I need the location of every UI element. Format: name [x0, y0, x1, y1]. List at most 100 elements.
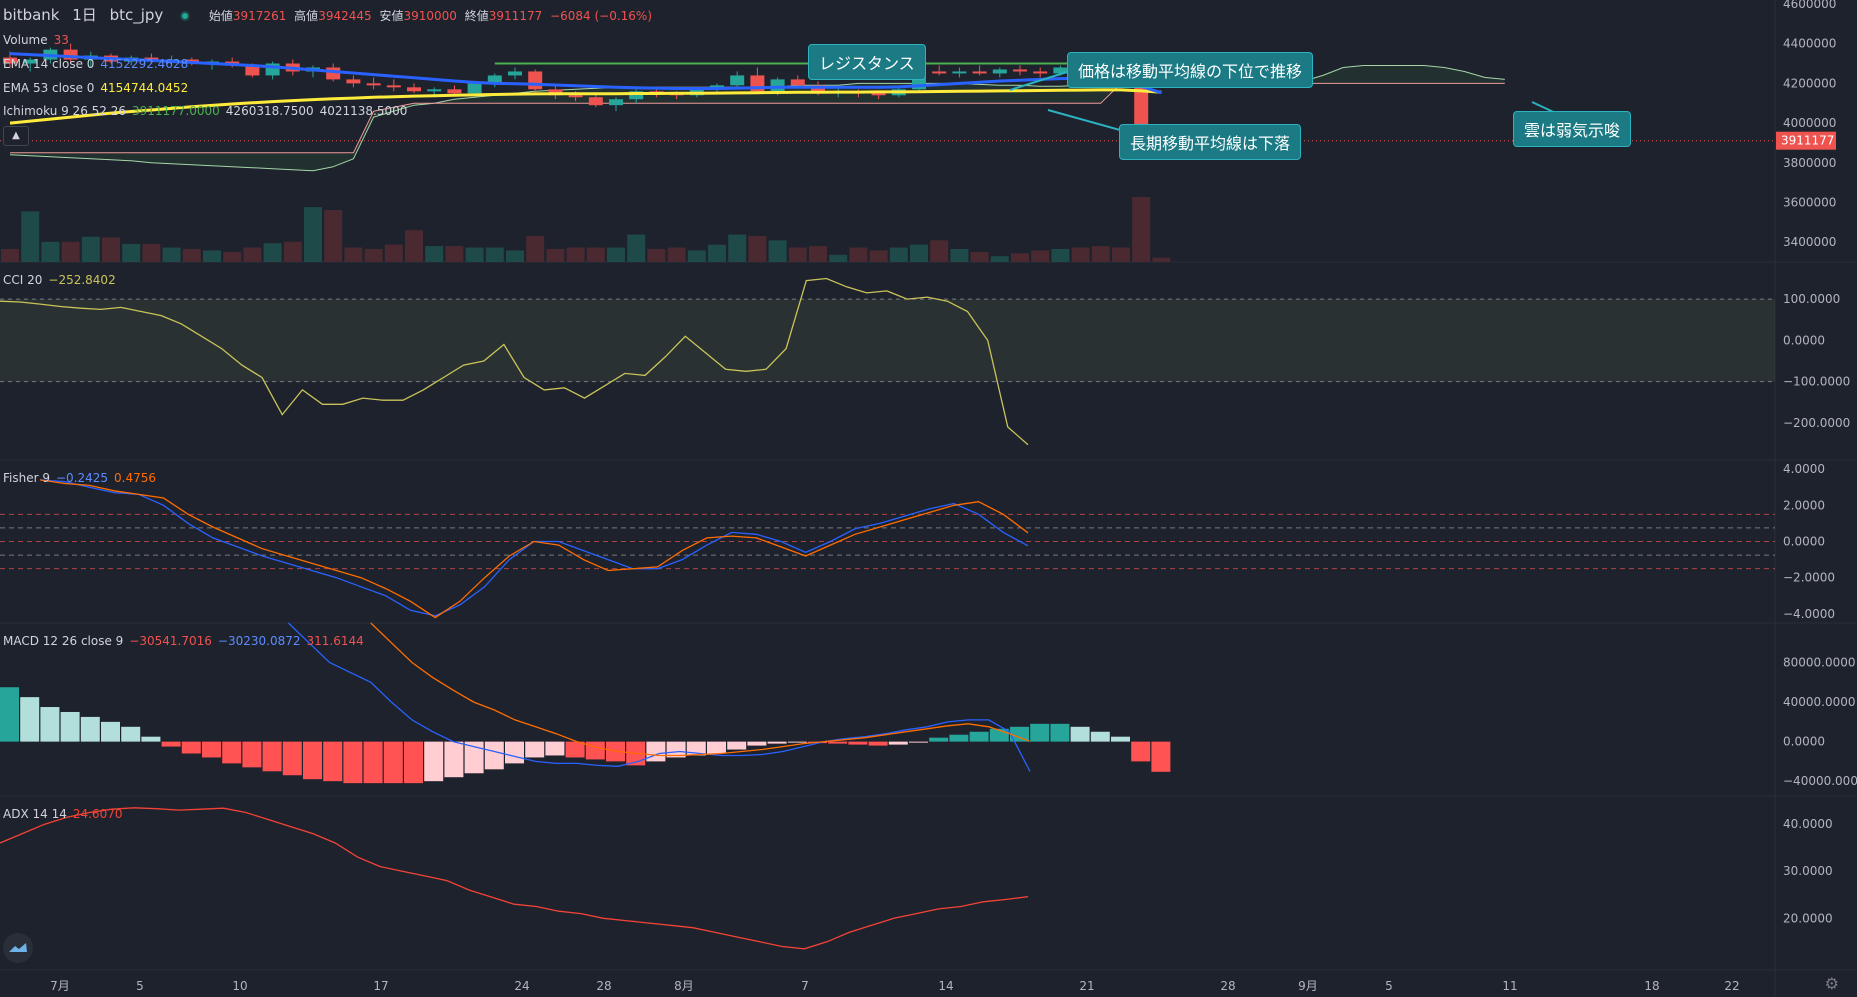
cci-band	[0, 299, 1775, 382]
cci-tick-2: −100.0000	[1783, 375, 1850, 389]
candle	[750, 67, 765, 94]
candle-body	[871, 93, 886, 96]
adx-tick-0: 40.0000	[1783, 817, 1833, 831]
volume-bar	[647, 249, 666, 262]
macd-histogram-bar	[161, 741, 181, 747]
x-tick-15: 22	[1724, 979, 1739, 993]
cci-tick-3: −200.0000	[1783, 416, 1850, 430]
macd-histogram-bar	[20, 697, 40, 742]
volume-bar	[910, 244, 928, 262]
candle	[487, 73, 502, 88]
candle	[609, 97, 623, 112]
ema53-legend[interactable]: EMA 53 close 0 4154744.0452	[3, 81, 189, 95]
candle-body	[932, 71, 947, 74]
macd-macd-line	[287, 622, 1031, 772]
volume-bar	[1031, 250, 1050, 262]
ichimoku-legend[interactable]: Ichimoku 9 26 52 26 3911177.0000 4260318.7…	[3, 104, 408, 118]
macd-histogram-bar	[545, 741, 565, 756]
macd-histogram-bar	[909, 741, 928, 743]
symbol-name[interactable]: bitbank	[3, 6, 60, 24]
interval-label[interactable]: 1日	[72, 6, 97, 24]
ema14-line	[9, 52, 1162, 95]
collapse-legend-button[interactable]: ▲	[3, 126, 29, 146]
volume-bar	[607, 247, 625, 262]
candle	[932, 65, 947, 76]
volume-bar	[1071, 247, 1090, 262]
volume-bar	[586, 247, 605, 262]
volume-bar	[526, 236, 545, 262]
volume-bar	[506, 250, 524, 262]
volume-bar	[81, 236, 100, 262]
fisher-series-0	[39, 479, 1029, 617]
macd-histogram-bar	[121, 726, 141, 742]
tradingview-logo-icon[interactable]	[3, 933, 33, 963]
x-tick-13: 11	[1502, 979, 1517, 993]
pair-label: btc_jpy	[109, 6, 164, 24]
candle-body	[427, 89, 442, 92]
candle-body	[386, 85, 401, 88]
volume-bar	[203, 250, 221, 262]
volume-bar	[223, 251, 242, 262]
x-tick-10: 28	[1220, 979, 1235, 993]
volume-legend[interactable]: Volume 33	[3, 33, 69, 47]
candle-body	[730, 75, 745, 86]
candle-body	[588, 97, 603, 106]
macd-histogram-bar	[585, 741, 605, 760]
macd-histogram-bar	[505, 741, 524, 764]
macd-tick-2: 0.0000	[1783, 735, 1825, 749]
macd-histogram-bar	[1131, 741, 1151, 762]
settings-gear-icon[interactable]: ⚙	[1824, 974, 1839, 993]
candle-body	[3, 57, 17, 64]
annotation-long-ma-down[interactable]: 長期移動平均線は下落	[1119, 124, 1302, 160]
candle-body	[790, 79, 805, 86]
cci-line	[0, 277, 1029, 446]
fisher-series-1	[39, 479, 1029, 619]
annotation-cloud-bearish[interactable]: 雲は弱気示唆	[1513, 111, 1632, 147]
x-tick-8: 14	[938, 979, 953, 993]
macd-histogram-bar	[929, 737, 949, 742]
volume-bar	[627, 234, 646, 262]
volume-bar	[384, 244, 403, 262]
candle-body	[63, 49, 78, 60]
candle-body	[366, 83, 381, 86]
annotation-pointer	[1009, 71, 1068, 91]
price-tick-3: 4000000	[1783, 116, 1836, 130]
candle-body	[568, 95, 583, 98]
fisher-legend[interactable]: Fisher 9 −0.2425 0.4756	[3, 471, 157, 485]
candle	[972, 65, 987, 76]
volume-bar	[162, 247, 181, 262]
macd-tick-0: 80000.0000	[1783, 656, 1856, 670]
macd-signal-line	[370, 622, 1031, 757]
candle	[629, 89, 644, 104]
candle	[23, 57, 38, 72]
candle	[790, 75, 805, 88]
macd-histogram-bar	[60, 711, 80, 742]
adx-legend[interactable]: ADX 14 14 24.6070	[3, 807, 123, 821]
macd-legend[interactable]: MACD 12 26 close 9 −30541.7016 −30230.0872…	[3, 634, 364, 648]
candle	[508, 67, 522, 80]
annotation-pointer	[1047, 109, 1121, 131]
fisher-tick-4: −4.0000	[1783, 607, 1835, 621]
annotation-below-ma[interactable]: 価格は移動平均線の下位で推移	[1067, 52, 1314, 88]
symbol-header[interactable]: bitbank 1日 btc_jpy 始値3917261 高値3942445 安…	[3, 4, 652, 25]
volume-bar	[122, 243, 141, 262]
macd-histogram-bar	[1070, 726, 1090, 742]
volume-bar	[1152, 257, 1171, 262]
candle-body	[326, 67, 341, 80]
price-tick-0: 4600000	[1783, 0, 1836, 11]
candle	[1033, 67, 1048, 78]
macd-histogram-bar	[1030, 723, 1050, 742]
annotation-resistance[interactable]: レジスタンス	[808, 44, 926, 80]
candle	[366, 77, 381, 90]
volume-bar	[687, 250, 706, 262]
volume-bar	[445, 246, 464, 262]
cci-legend[interactable]: CCI 20 −252.8402	[3, 273, 116, 287]
macd-histogram-bar	[767, 741, 787, 744]
ema14-legend[interactable]: EMA 14 close 0 4152292.4628	[3, 57, 189, 71]
volume-bar	[1, 249, 19, 262]
candle-body	[508, 71, 522, 76]
candle-body	[770, 79, 785, 92]
candle-body	[245, 65, 260, 76]
